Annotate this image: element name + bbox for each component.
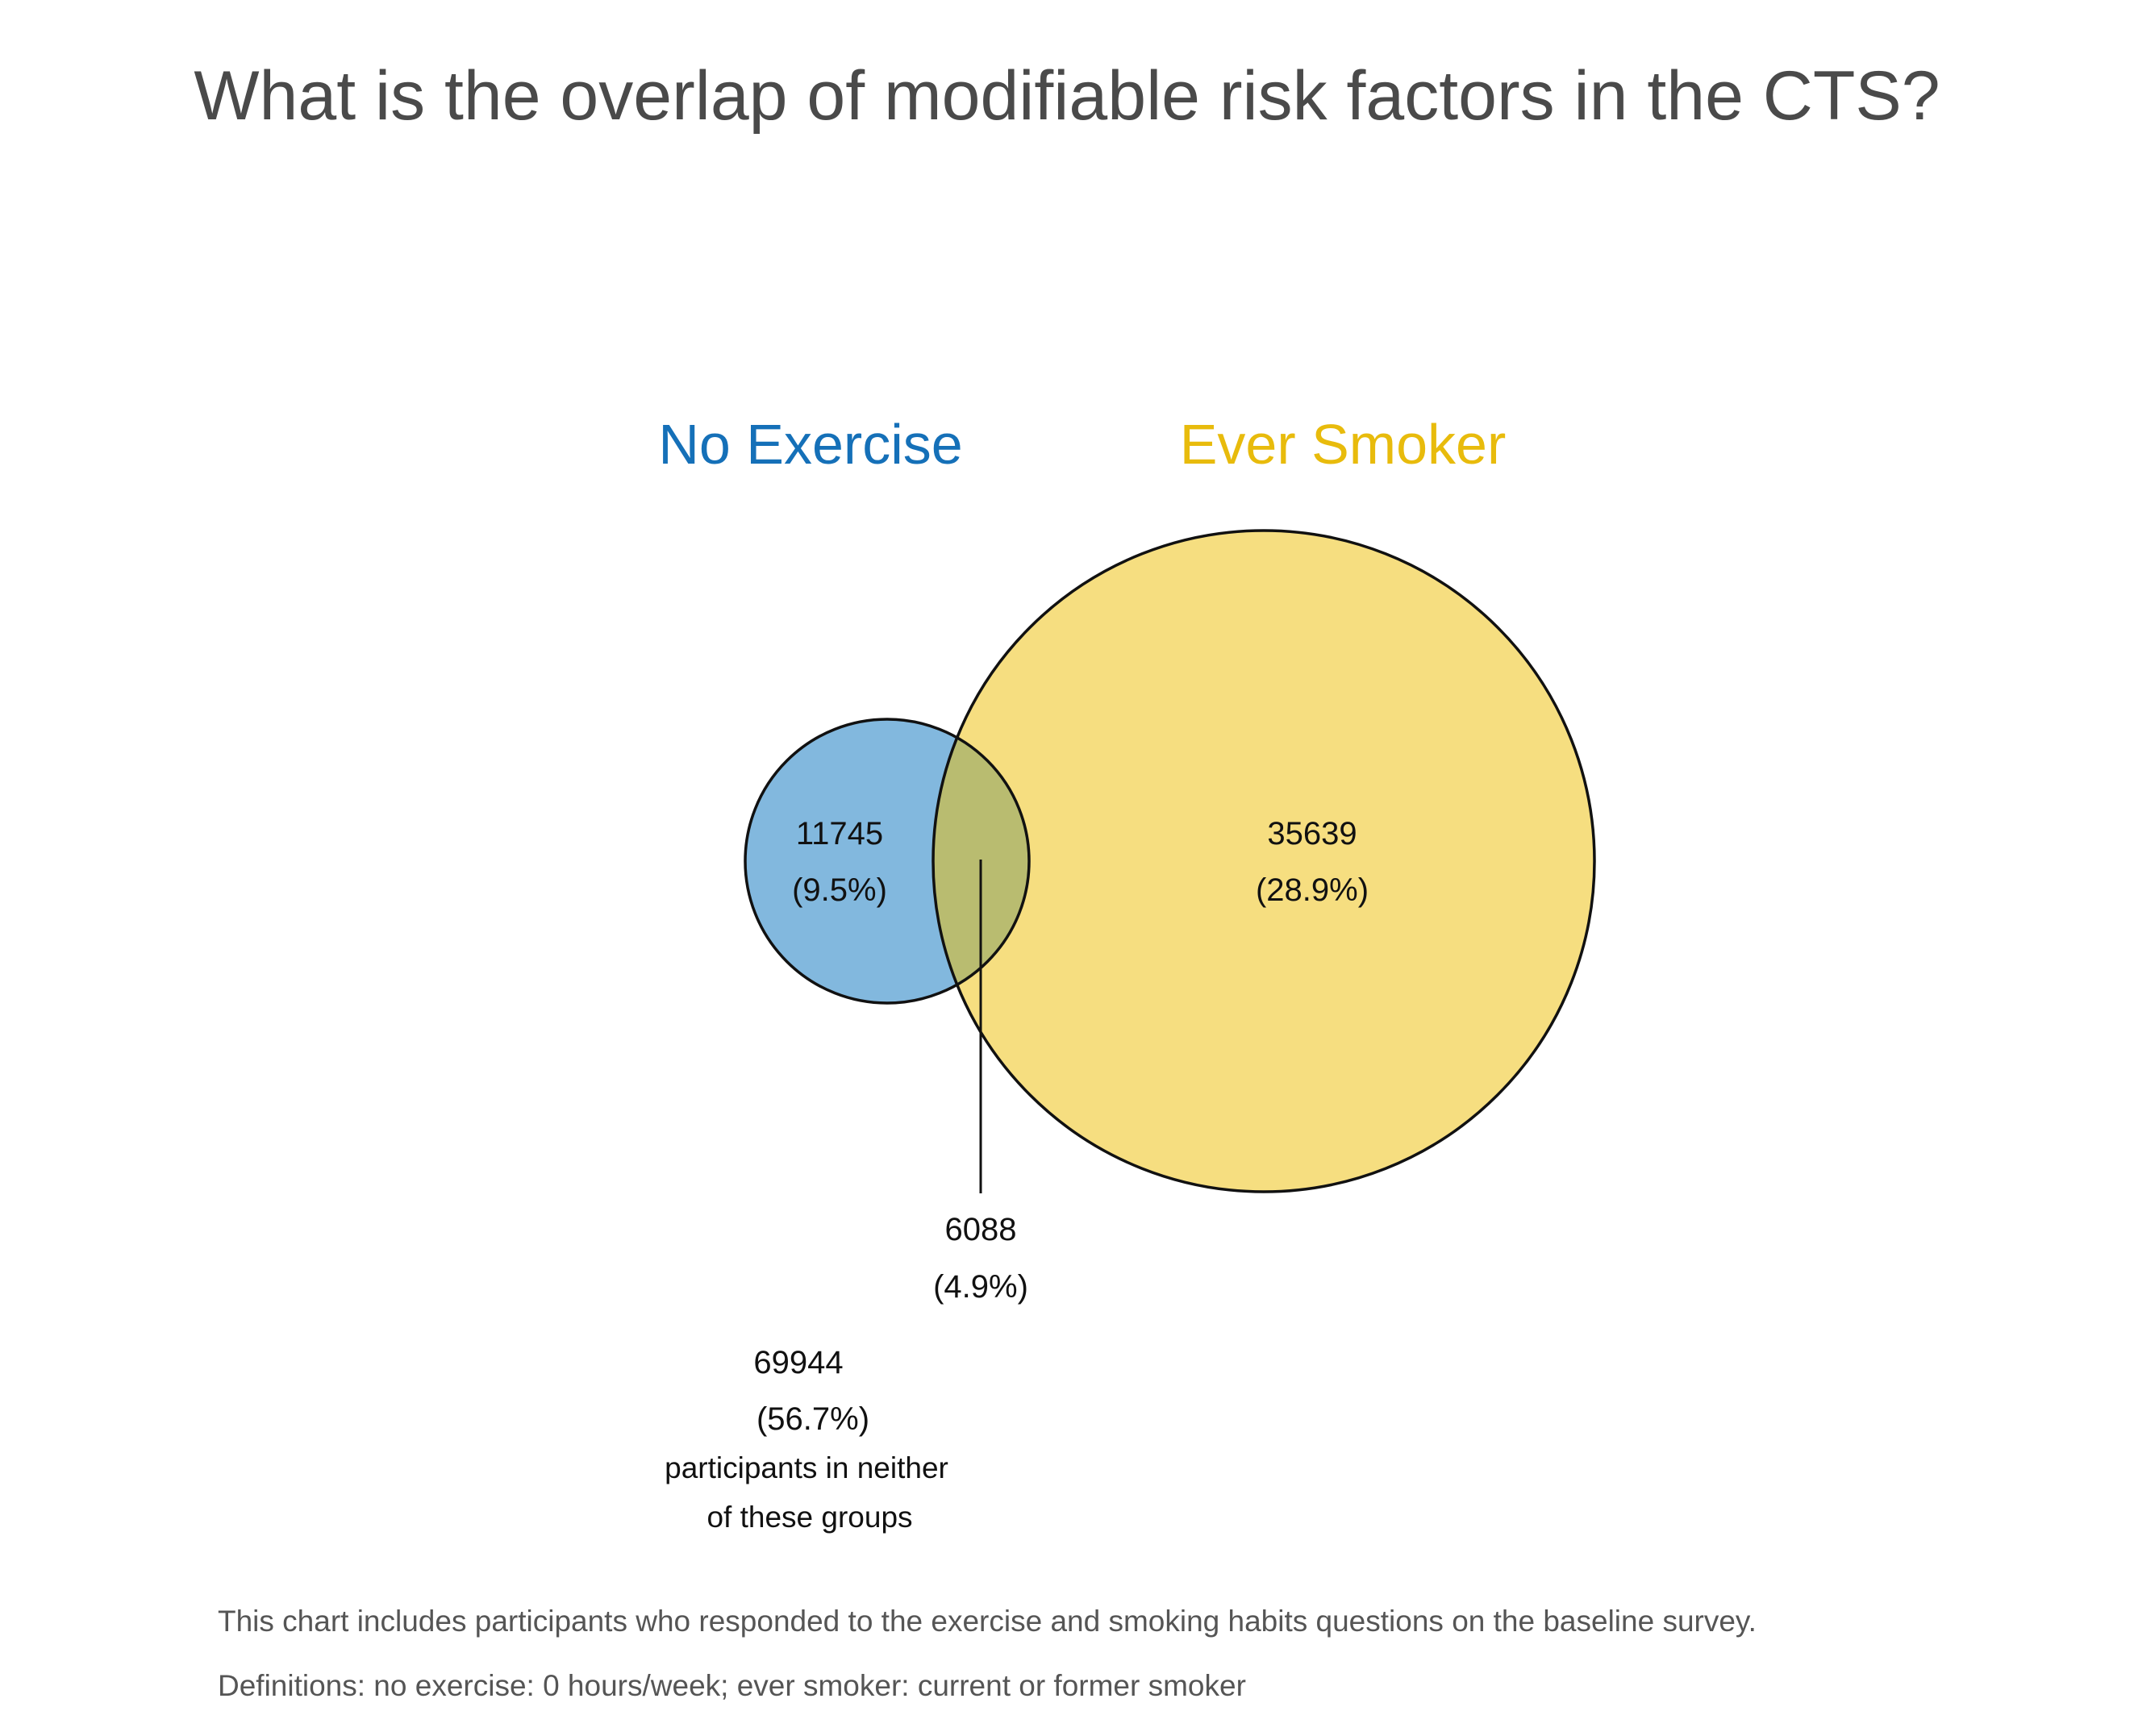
neither-count: 69944	[753, 1345, 843, 1380]
ever-smoker-circle	[933, 531, 1594, 1192]
ever-smoker-outline	[932, 529, 1596, 1193]
footer-note-line1: This chart includes participants who res…	[218, 1605, 1757, 1638]
neither-note-line2: of these groups	[706, 1501, 912, 1534]
set-label-ever-smoker: Ever Smoker	[1180, 413, 1507, 476]
no-exercise-only-percent: (9.5%)	[792, 872, 887, 908]
ever-smoker-only-percent: (28.9%)	[1256, 872, 1369, 908]
overlap-count: 6088	[945, 1212, 1017, 1247]
neither-note-line1: participants in neither	[665, 1451, 948, 1484]
neither-percent: (56.7%)	[756, 1401, 869, 1437]
ever-smoker-only-count: 35639	[1267, 816, 1357, 851]
chart-title: What is the overlap of modifiable risk f…	[194, 57, 1940, 135]
no-exercise-only-count: 11745	[796, 816, 883, 851]
overlap-percent: (4.9%)	[933, 1269, 1028, 1305]
footer-definitions-line2: Definitions: no exercise: 0 hours/week; …	[218, 1669, 1246, 1702]
no-exercise-outline	[744, 718, 1031, 1005]
set-label-no-exercise: No Exercise	[658, 413, 962, 476]
